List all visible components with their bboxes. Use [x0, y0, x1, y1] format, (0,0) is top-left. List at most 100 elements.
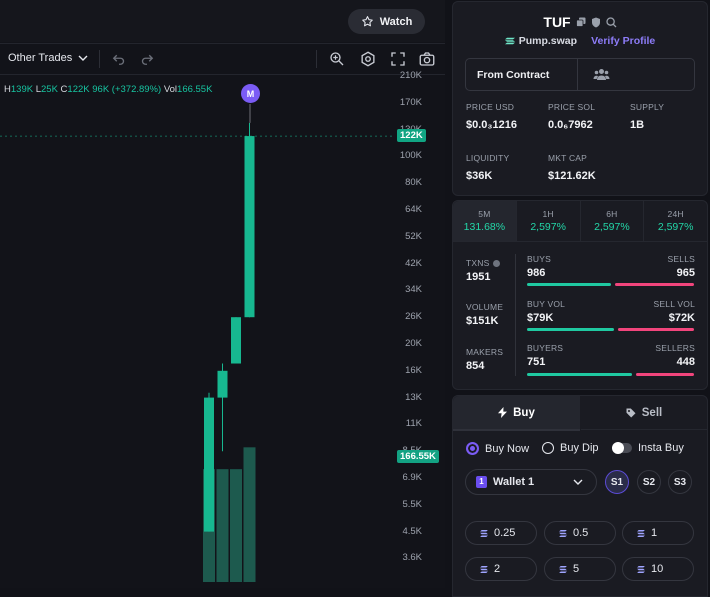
toolbar-divider [316, 50, 317, 68]
makers-label: MAKERS [466, 347, 504, 357]
slot-s1-button[interactable]: S1 [605, 470, 629, 494]
timeframe-tabs: 5M 131.68% 1H 2,597% 6H 2,597% 24H 2,597… [453, 201, 707, 242]
amount-label: 0.25 [494, 527, 516, 539]
copy-icon[interactable] [575, 17, 586, 27]
tab-24h[interactable]: 24H 2,597% [644, 201, 707, 241]
slot-s2-label: S2 [642, 476, 656, 488]
other-trades-dropdown[interactable]: Other Trades [8, 52, 88, 64]
redo-icon[interactable] [138, 50, 156, 68]
tab-5m-value: 131.68% [463, 221, 506, 233]
amount-label: 2 [494, 563, 501, 575]
buy-vol-value: $79K [527, 312, 554, 324]
settings-icon[interactable] [359, 50, 377, 68]
activity-card: 5M 131.68% 1H 2,597% 6H 2,597% 24H 2,597… [452, 200, 708, 390]
volume-value: $151K [466, 315, 499, 327]
ohlc-legend: H139K L25K C122K 96K (+372.89%) Vol166.5… [4, 84, 212, 95]
shield-icon[interactable] [591, 17, 601, 28]
buy-dip-option[interactable]: Buy Dip [542, 442, 599, 454]
contract-divider [577, 59, 578, 90]
volume-label: VOLUME [466, 302, 504, 312]
amount-label: 10 [651, 563, 664, 575]
sell-vol-bar [618, 328, 694, 331]
price-usd-label: PRICE USD [466, 102, 515, 112]
undo-icon[interactable] [110, 50, 128, 68]
supply-value: 1B [630, 119, 645, 131]
solana-icon [637, 529, 645, 537]
supply-label: SUPPLY [630, 102, 665, 112]
buy-now-option[interactable]: Buy Now [466, 442, 529, 455]
liquidity-label: LIQUIDITY [466, 153, 510, 163]
stats-divider [515, 254, 516, 376]
chevron-down-icon [78, 55, 88, 61]
watch-button[interactable]: Watch [348, 9, 425, 34]
fullscreen-icon[interactable] [389, 50, 407, 68]
volume-bar [230, 469, 242, 582]
buyers-bar [527, 373, 632, 376]
sellers-bar [636, 373, 694, 376]
search-icon[interactable] [605, 16, 617, 28]
change-value: 96K (+372.89%) [92, 84, 162, 95]
candle-body [231, 317, 241, 364]
volume-bar [243, 447, 256, 582]
sells-bar [615, 283, 694, 286]
insta-buy-toggle[interactable]: Insta Buy [612, 442, 684, 454]
solana-icon [559, 529, 567, 537]
camera-icon[interactable] [418, 50, 436, 68]
chart-header: Watch [0, 0, 445, 42]
solana-icon [480, 529, 488, 537]
close-value: 122K [67, 84, 90, 95]
sellers-label: SELLERS [655, 343, 695, 353]
radio-empty-icon [542, 442, 554, 454]
slot-s3-button[interactable]: S3 [668, 470, 692, 494]
slot-s2-button[interactable]: S2 [637, 470, 661, 494]
buy-now-label: Buy Now [485, 442, 530, 455]
verify-profile-link[interactable]: Verify Profile [591, 35, 656, 47]
tab-6h[interactable]: 6H 2,597% [581, 201, 645, 241]
sell-tab-label: Sell [641, 406, 663, 419]
token-info-card: TUF Pump.swap Verify Profile From Contra… [452, 1, 708, 196]
amount-button-5[interactable]: 5 [544, 557, 616, 581]
volume-key: Vol [163, 84, 178, 95]
wallet-select[interactable]: 1 Wallet 1 [465, 469, 597, 495]
sell-tab[interactable]: Sell [581, 396, 707, 430]
amount-button-2[interactable]: 2 [465, 557, 537, 581]
amount-label: 1 [651, 527, 658, 539]
sells-value: 965 [676, 267, 695, 279]
buy-dip-label: Buy Dip [560, 442, 599, 454]
buy-vol-label: BUY VOL [527, 299, 566, 309]
buy-tab-label: Buy [513, 406, 535, 419]
migration-marker[interactable]: M [241, 84, 260, 103]
sells-label: SELLS [667, 254, 695, 264]
sell-vol-value: $72K [668, 312, 695, 324]
amount-label: 5 [573, 563, 580, 575]
star-icon [361, 16, 373, 27]
amount-button-0.5[interactable]: 0.5 [544, 521, 616, 545]
low-key: L [35, 84, 41, 95]
lightning-icon [498, 407, 508, 418]
slot-s3-label: S3 [673, 476, 687, 488]
tab-1h[interactable]: 1H 2,597% [517, 201, 581, 241]
tab-6h-value: 2,597% [594, 221, 630, 233]
amount-button-0.25[interactable]: 0.25 [465, 521, 537, 545]
toggle-icon [612, 442, 632, 454]
chart-pane: Watch Other Trades H139K L25K C122K 96K … [0, 0, 445, 582]
solana-icon [559, 565, 567, 573]
community-icon[interactable] [593, 68, 610, 80]
search-indicator-icon[interactable] [328, 50, 346, 68]
buy-vol-bar [527, 328, 614, 331]
toolbar-divider [99, 50, 100, 68]
insta-buy-label: Insta Buy [638, 442, 684, 454]
mkt-cap-label: MKT CAP [548, 153, 588, 163]
buy-tab[interactable]: Buy [453, 396, 580, 431]
tab-24h-value: 2,597% [657, 221, 694, 233]
tab-5m[interactable]: 5M 131.68% [453, 201, 517, 241]
wallet-icon: 1 [476, 476, 487, 488]
candle-body [204, 397, 214, 532]
amount-button-10[interactable]: 10 [622, 557, 694, 581]
platform-link[interactable]: Pump.swap [518, 35, 578, 47]
low-value: 25K [41, 84, 58, 95]
other-trades-label: Other Trades [8, 52, 73, 64]
tab-1h-label: 1H [542, 209, 554, 219]
amount-button-1[interactable]: 1 [622, 521, 694, 545]
info-icon[interactable] [493, 259, 501, 267]
